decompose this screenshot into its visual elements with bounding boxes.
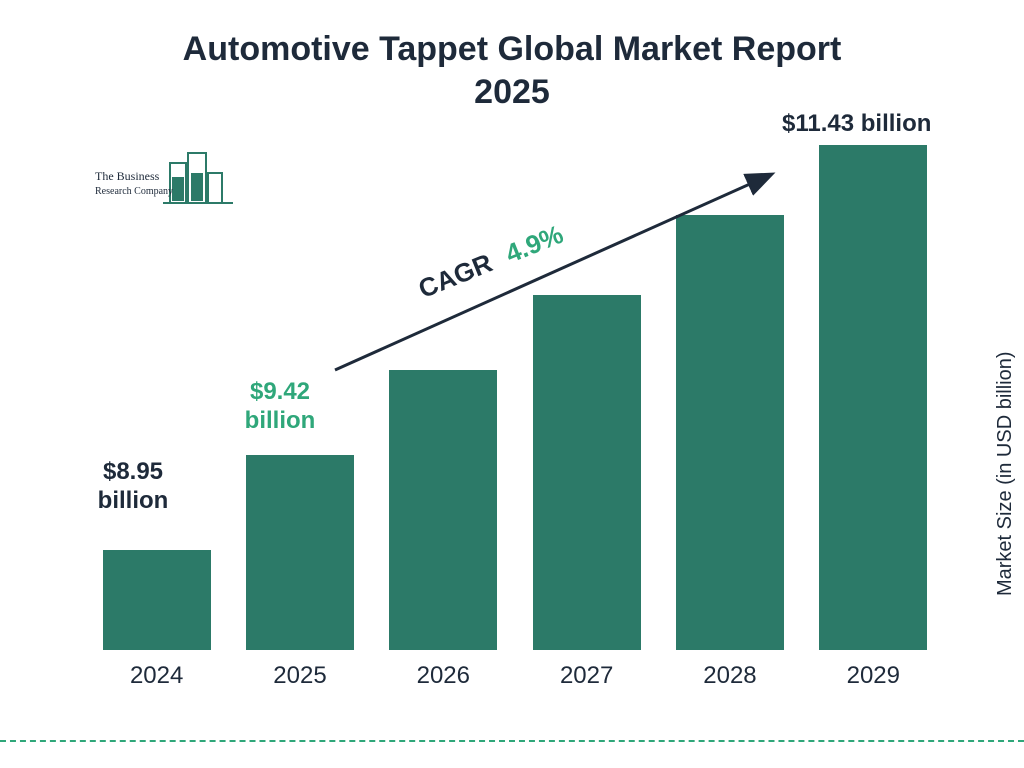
bar-2025 <box>246 455 354 650</box>
x-label-2028: 2028 <box>670 662 790 690</box>
value-label-2024: $8.95 billion <box>78 458 188 516</box>
y-axis-label: Market Size (in USD billion) <box>995 352 1018 597</box>
bar-2026 <box>389 370 497 650</box>
bar-2029 <box>819 145 927 650</box>
title-line-1: Automotive Tappet Global Market Report <box>183 30 842 68</box>
x-label-2029: 2029 <box>813 662 933 690</box>
chart-title: Automotive Tappet Global Market Report 2… <box>0 28 1024 113</box>
x-label-2027: 2027 <box>527 662 647 690</box>
title-line-2: 2025 <box>474 73 550 111</box>
bottom-dashed-line <box>0 740 1024 742</box>
value-label-2025: $9.42 billion <box>225 378 335 436</box>
bar-2024 <box>103 550 211 650</box>
bar-slot-2026 <box>383 370 503 650</box>
bar-chart: 2024 2025 2026 2027 2028 2029 <box>85 130 945 690</box>
x-label-2026: 2026 <box>383 662 503 690</box>
bar-slot-2028 <box>670 215 790 650</box>
value-label-2029: $11.43 billion <box>782 110 982 139</box>
bar-slot-2024 <box>97 550 217 650</box>
bar-2027 <box>533 295 641 650</box>
x-label-2024: 2024 <box>97 662 217 690</box>
x-label-2025: 2025 <box>240 662 360 690</box>
bar-slot-2027 <box>527 295 647 650</box>
bar-slot-2029 <box>813 145 933 650</box>
bar-2028 <box>676 215 784 650</box>
x-axis-labels: 2024 2025 2026 2027 2028 2029 <box>85 662 945 690</box>
bar-slot-2025 <box>240 455 360 650</box>
bars-container <box>85 130 945 650</box>
